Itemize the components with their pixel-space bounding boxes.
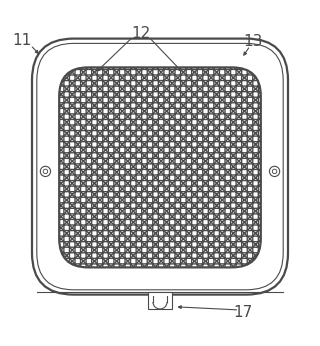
Text: 11: 11 <box>13 33 32 48</box>
Circle shape <box>272 169 277 174</box>
Bar <box>148 292 172 309</box>
Circle shape <box>40 166 51 176</box>
Circle shape <box>269 166 280 176</box>
Text: 17: 17 <box>234 305 253 320</box>
FancyBboxPatch shape <box>59 67 261 267</box>
Circle shape <box>43 169 48 174</box>
Text: 13: 13 <box>243 34 262 49</box>
Text: 12: 12 <box>131 26 150 41</box>
FancyBboxPatch shape <box>32 39 288 294</box>
